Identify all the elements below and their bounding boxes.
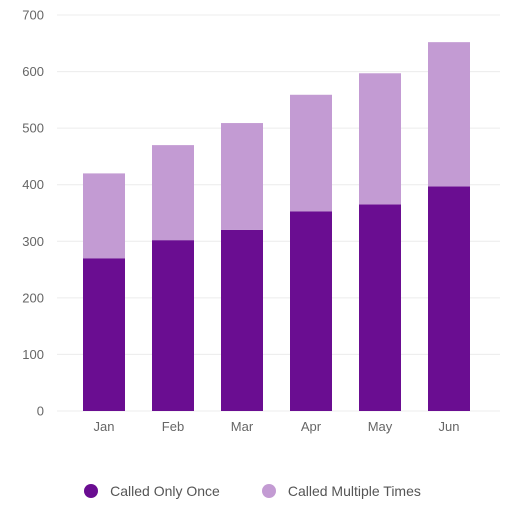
bar-may-called-only-once — [359, 204, 401, 411]
gridlines — [57, 14, 500, 412]
x-tick-label-feb: Feb — [162, 419, 184, 434]
legend-label-called-multiple-times: Called Multiple Times — [287, 483, 421, 499]
x-tick-label-mar: Mar — [231, 419, 254, 434]
x-tick-label-jan: Jan — [94, 419, 115, 434]
bar-apr-called-multiple-times — [290, 94, 332, 212]
bar-apr-called-only-once — [290, 211, 332, 411]
legend-marker-called-multiple-times — [261, 484, 276, 498]
y-axis-ticks: 0 100 200 300 400 500 600 700 — [22, 8, 44, 419]
x-tick-label-may: May — [368, 419, 393, 434]
x-tick-label-apr: Apr — [301, 419, 322, 434]
bar-jun-called-multiple-times — [428, 42, 470, 187]
bar-may-called-multiple-times — [359, 73, 401, 205]
stacked-bar-chart: 0 100 200 300 400 500 600 700 Jan Feb Mar Apr May Ju… — [22, 8, 500, 434]
legend-marker-called-only-once — [84, 484, 99, 498]
bar-jan-called-only-once — [83, 258, 125, 411]
legend: Called Only Once Called Multiple Times — [0, 478, 505, 504]
y-tick-label-600: 600 — [22, 64, 44, 79]
bar-mar-called-multiple-times — [221, 123, 263, 230]
bar-mar-called-only-once — [221, 229, 263, 411]
legend-label-called-only-once: Called Only Once — [110, 483, 220, 499]
y-tick-label-0: 0 — [37, 404, 44, 419]
y-tick-label-100: 100 — [22, 347, 44, 362]
y-tick-label-400: 400 — [22, 177, 44, 192]
bar-feb-called-multiple-times — [152, 145, 194, 241]
legend-item-called-multiple-times[interactable]: Called Multiple Times — [261, 483, 421, 499]
x-tick-label-jun: Jun — [439, 419, 460, 434]
y-tick-label-500: 500 — [22, 121, 44, 136]
legend-item-called-only-once[interactable]: Called Only Once — [84, 483, 220, 499]
bar-jun-called-only-once — [428, 186, 470, 411]
y-tick-label-700: 700 — [22, 8, 44, 23]
x-axis-ticks: Jan Feb Mar Apr May Jun — [94, 419, 460, 434]
bars — [83, 42, 470, 411]
bar-feb-called-only-once — [152, 240, 194, 411]
y-tick-label-200: 200 — [22, 290, 44, 305]
y-tick-label-300: 300 — [22, 234, 44, 249]
bar-jan-called-multiple-times — [83, 173, 125, 259]
